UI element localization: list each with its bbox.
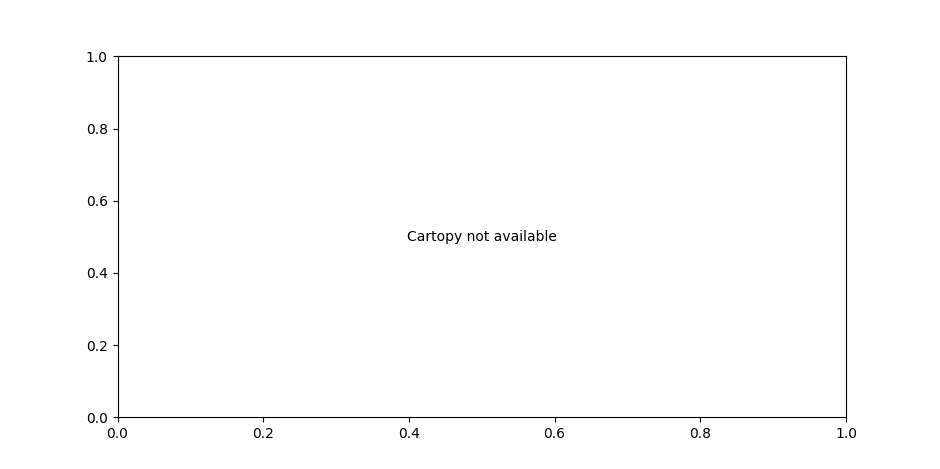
Text: Cartopy not available: Cartopy not available <box>407 230 556 244</box>
